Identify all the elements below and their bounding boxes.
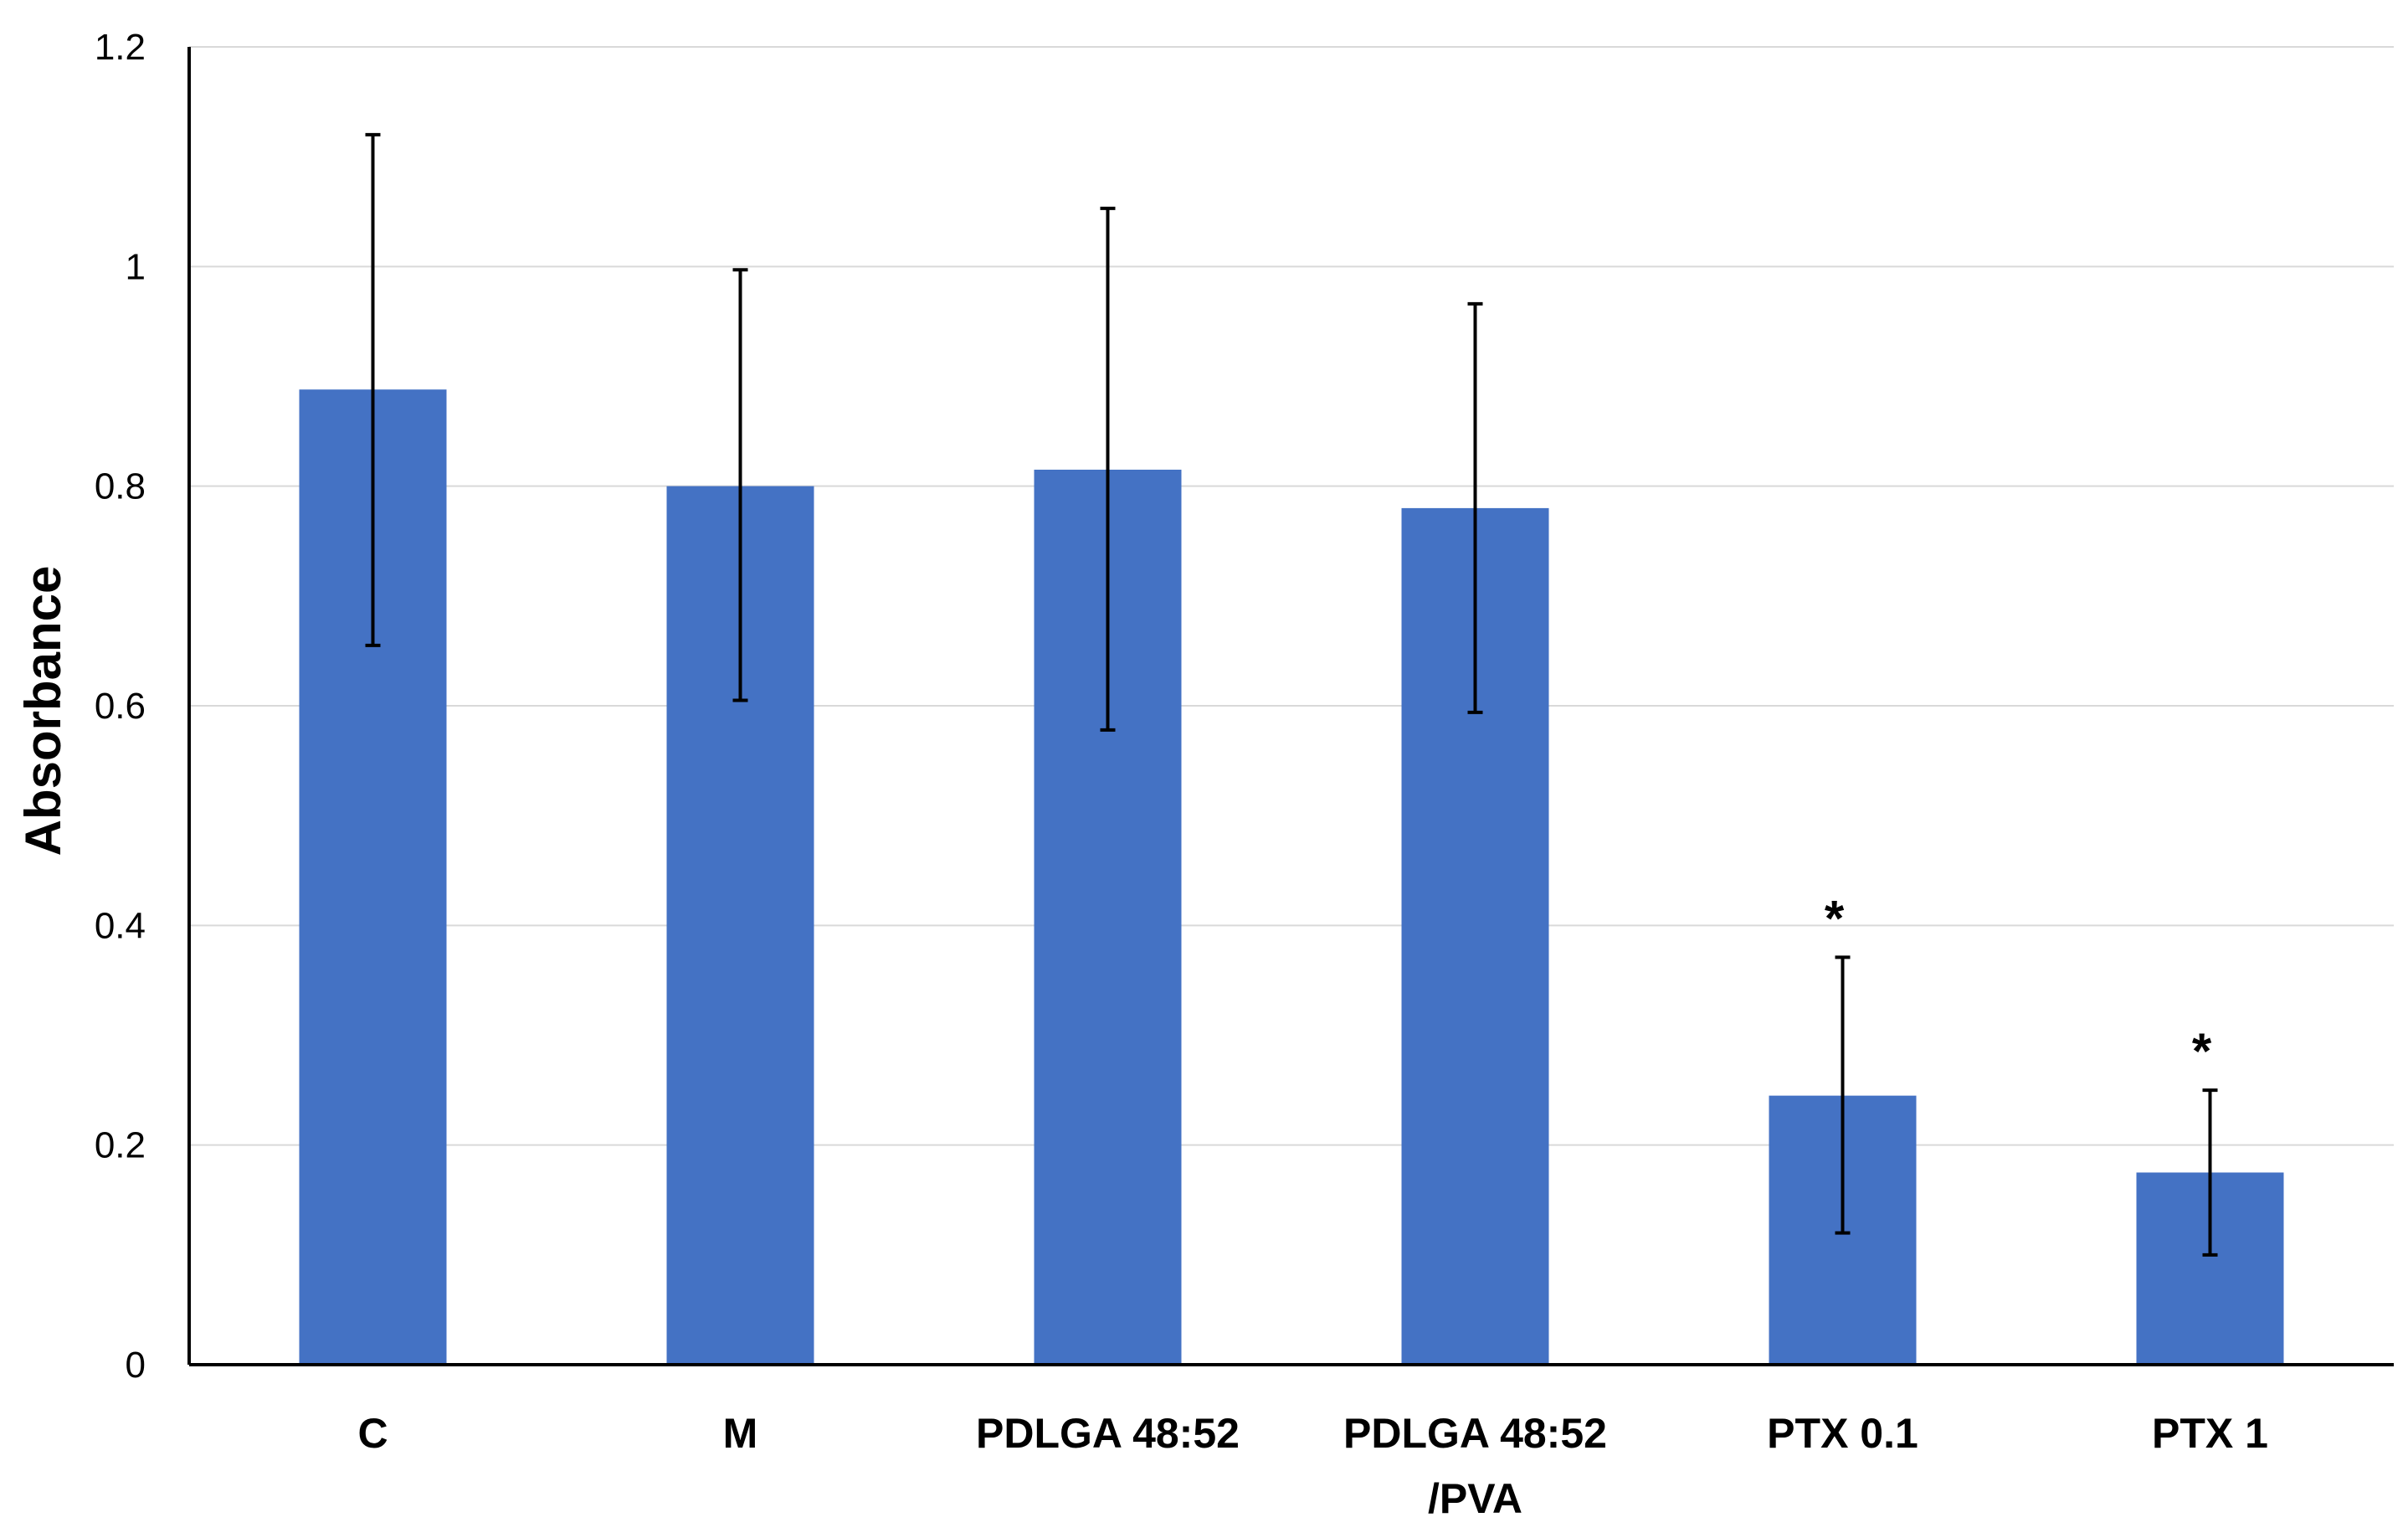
y-tick-label: 0 bbox=[126, 1345, 146, 1386]
x-category-label: PTX 0.1 bbox=[1767, 1410, 1918, 1457]
significance-marker: * bbox=[1825, 890, 1845, 946]
x-category-label: C bbox=[357, 1410, 388, 1457]
gridlines bbox=[189, 46, 2394, 1146]
y-tick-label: 1 bbox=[126, 246, 146, 287]
x-category-label: PTX 1 bbox=[2152, 1410, 2268, 1457]
y-tick-labels: 0 0.2 0.4 0.6 0.8 1 1.2 bbox=[95, 27, 146, 1386]
axes bbox=[187, 47, 2394, 1366]
bars bbox=[299, 389, 2284, 1365]
y-tick-label: 1.2 bbox=[95, 27, 146, 68]
error-bars bbox=[365, 132, 2218, 1257]
x-category-label: M bbox=[723, 1410, 758, 1457]
y-axis-label: Absorbance bbox=[15, 566, 71, 856]
y-tick-label: 0.6 bbox=[95, 686, 146, 727]
significance-markers: ** bbox=[1825, 890, 2212, 1079]
y-tick-label: 0.8 bbox=[95, 466, 146, 507]
y-tick-label: 0.4 bbox=[95, 905, 146, 946]
x-category-label: PDLGA 48:52 bbox=[1343, 1410, 1607, 1457]
x-category-label: PDLGA 48:52 bbox=[976, 1410, 1240, 1457]
x-category-labels: C M PDLGA 48:52 PDLGA 48:52/PVA PTX 0.1 PTX 1 bbox=[357, 1410, 2268, 1522]
y-tick-label: 0.2 bbox=[95, 1125, 146, 1166]
x-category-label: /PVA bbox=[1428, 1475, 1522, 1522]
significance-marker: * bbox=[2192, 1023, 2212, 1079]
